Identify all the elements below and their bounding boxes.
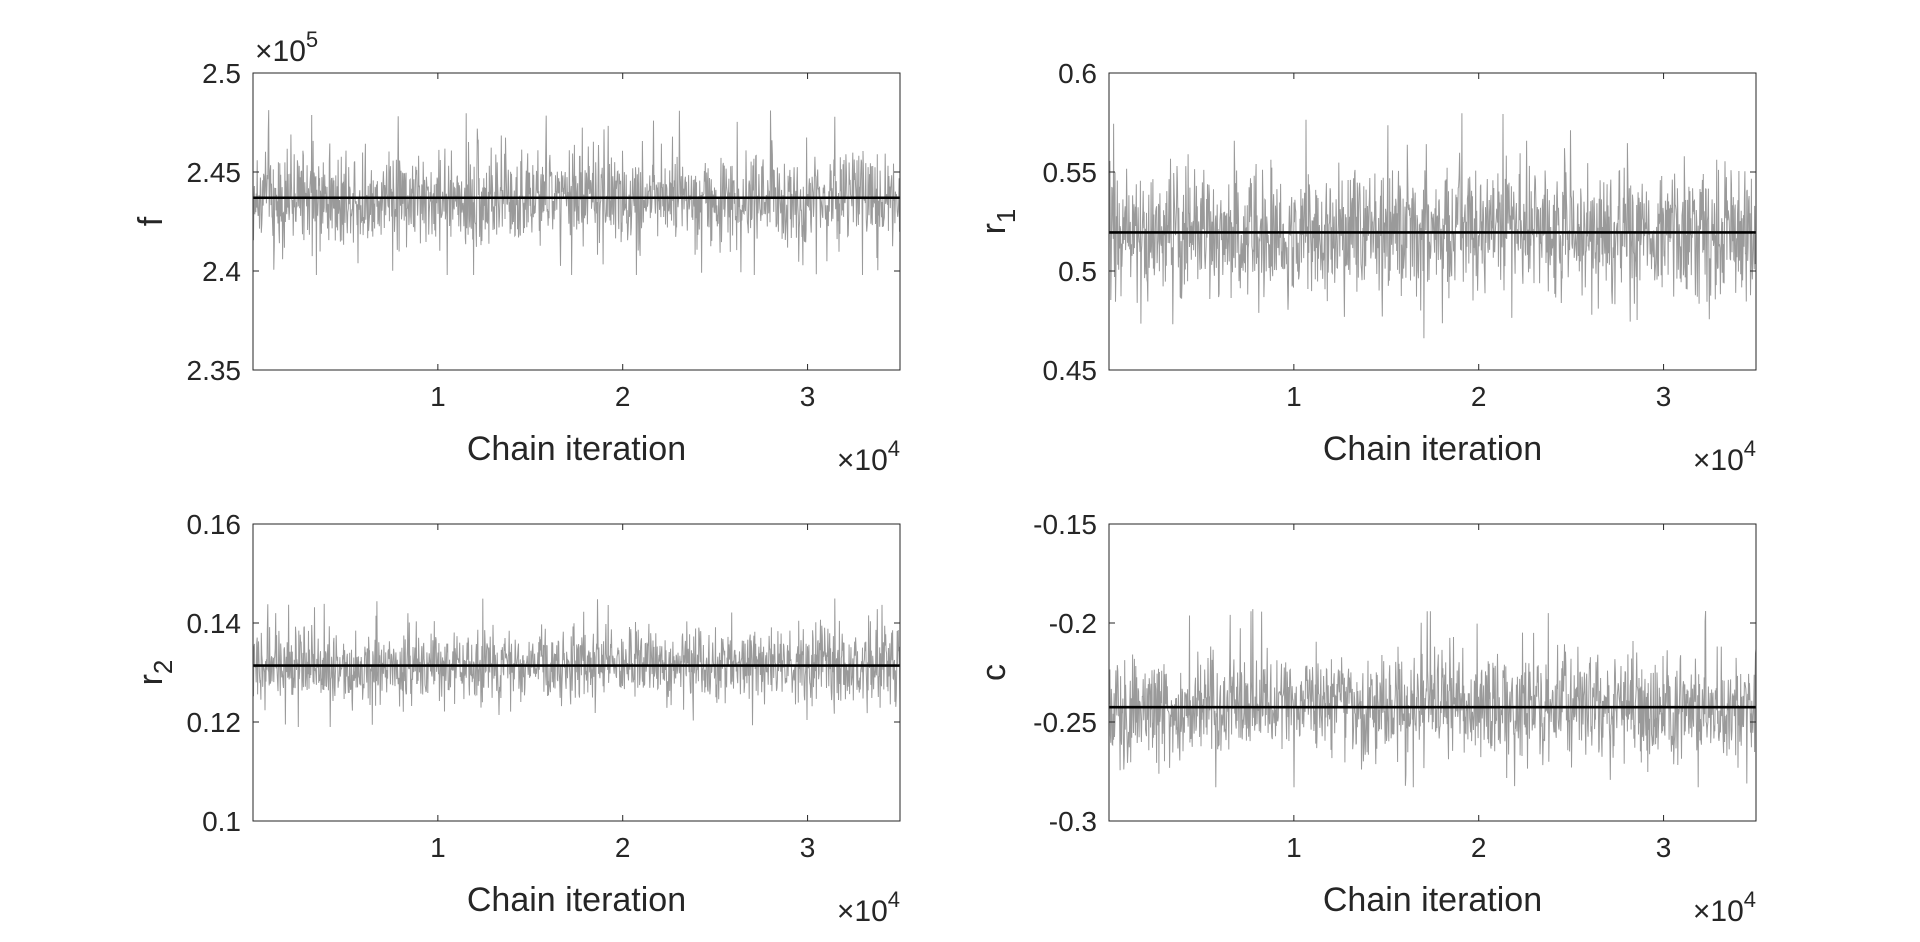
y-tick-label: -0.2 xyxy=(1049,608,1097,639)
mcmc-trace-series xyxy=(1108,113,1757,339)
x-tick-label: 2 xyxy=(1471,832,1487,863)
mcmc-trace-series xyxy=(252,110,901,276)
x-tick-label: 3 xyxy=(1656,832,1672,863)
plot-area xyxy=(1109,524,1756,821)
x-axis-label: Chain iteration xyxy=(1323,881,1542,919)
x-axis-label: Chain iteration xyxy=(467,881,686,919)
x-tick-label: 3 xyxy=(800,381,816,412)
y-tick-label: 0.55 xyxy=(1043,157,1098,188)
x-tick-label: 2 xyxy=(1471,381,1487,412)
axes-box xyxy=(1108,72,1757,371)
x-tick-label: 1 xyxy=(1286,381,1302,412)
y-tick-label: 0.1 xyxy=(202,806,241,837)
x-tick-label: 1 xyxy=(430,381,446,412)
y-tick-label: 0.5 xyxy=(1058,256,1097,287)
y-tick-label: -0.25 xyxy=(1033,707,1097,738)
x-axis-label: Chain iteration xyxy=(1323,430,1542,468)
y-exponent-label: ×105 xyxy=(255,27,318,68)
x-tick-label: 3 xyxy=(800,832,816,863)
y-tick-label: 0.45 xyxy=(1043,355,1098,386)
axes-box xyxy=(1108,523,1757,822)
trace-panel-bottom-left: 1 2 3 0.1 0.12 0.14 0.16 Chain iteration ×104 r2 xyxy=(132,509,901,928)
x-tick-label: 1 xyxy=(430,832,446,863)
x-exponent-label: ×104 xyxy=(1693,887,1756,928)
y-tick-label: 2.4 xyxy=(202,256,241,287)
y-axis-label: r1 xyxy=(975,209,1021,235)
y-tick-label: 0.16 xyxy=(187,509,242,540)
x-exponent-label: ×104 xyxy=(837,436,900,477)
y-tick-label: 0.6 xyxy=(1058,58,1097,89)
x-axis-label: Chain iteration xyxy=(467,430,686,468)
y-tick-label: -0.3 xyxy=(1049,806,1097,837)
x-tick-label: 3 xyxy=(1656,381,1672,412)
y-axis-label: c xyxy=(975,664,1013,681)
mcmc-trace-series xyxy=(1108,609,1757,788)
y-tick-label: 2.5 xyxy=(202,58,241,89)
axes-box xyxy=(252,72,901,371)
y-tick-label: 0.12 xyxy=(187,707,242,738)
y-axis-label: r2 xyxy=(132,660,178,686)
x-exponent-label: ×104 xyxy=(1693,436,1756,477)
trace-panel-top-left: 1 2 3 2.35 2.4 2.45 2.5 Chain iteration ×104 ×105… xyxy=(132,27,901,477)
x-tick-label: 2 xyxy=(615,832,631,863)
y-tick-label: 0.14 xyxy=(187,608,242,639)
trace-panel-top-right: 1 2 3 0.45 0.5 0.55 0.6 Chain iteration ×104 r1 xyxy=(975,58,1757,477)
y-tick-label: -0.15 xyxy=(1033,509,1097,540)
trace-panel-bottom-right: 1 2 3 -0.3 -0.25 -0.2 -0.15 Chain iteration ×104… xyxy=(975,509,1757,928)
y-tick-label: 2.35 xyxy=(187,355,242,386)
x-tick-label: 2 xyxy=(615,381,631,412)
mcmc-trace-series xyxy=(252,598,901,728)
axes-box xyxy=(252,523,901,822)
x-exponent-label: ×104 xyxy=(837,887,900,928)
y-axis-label: f xyxy=(132,216,170,226)
x-tick-label: 1 xyxy=(1286,832,1302,863)
y-tick-label: 2.45 xyxy=(187,157,242,188)
